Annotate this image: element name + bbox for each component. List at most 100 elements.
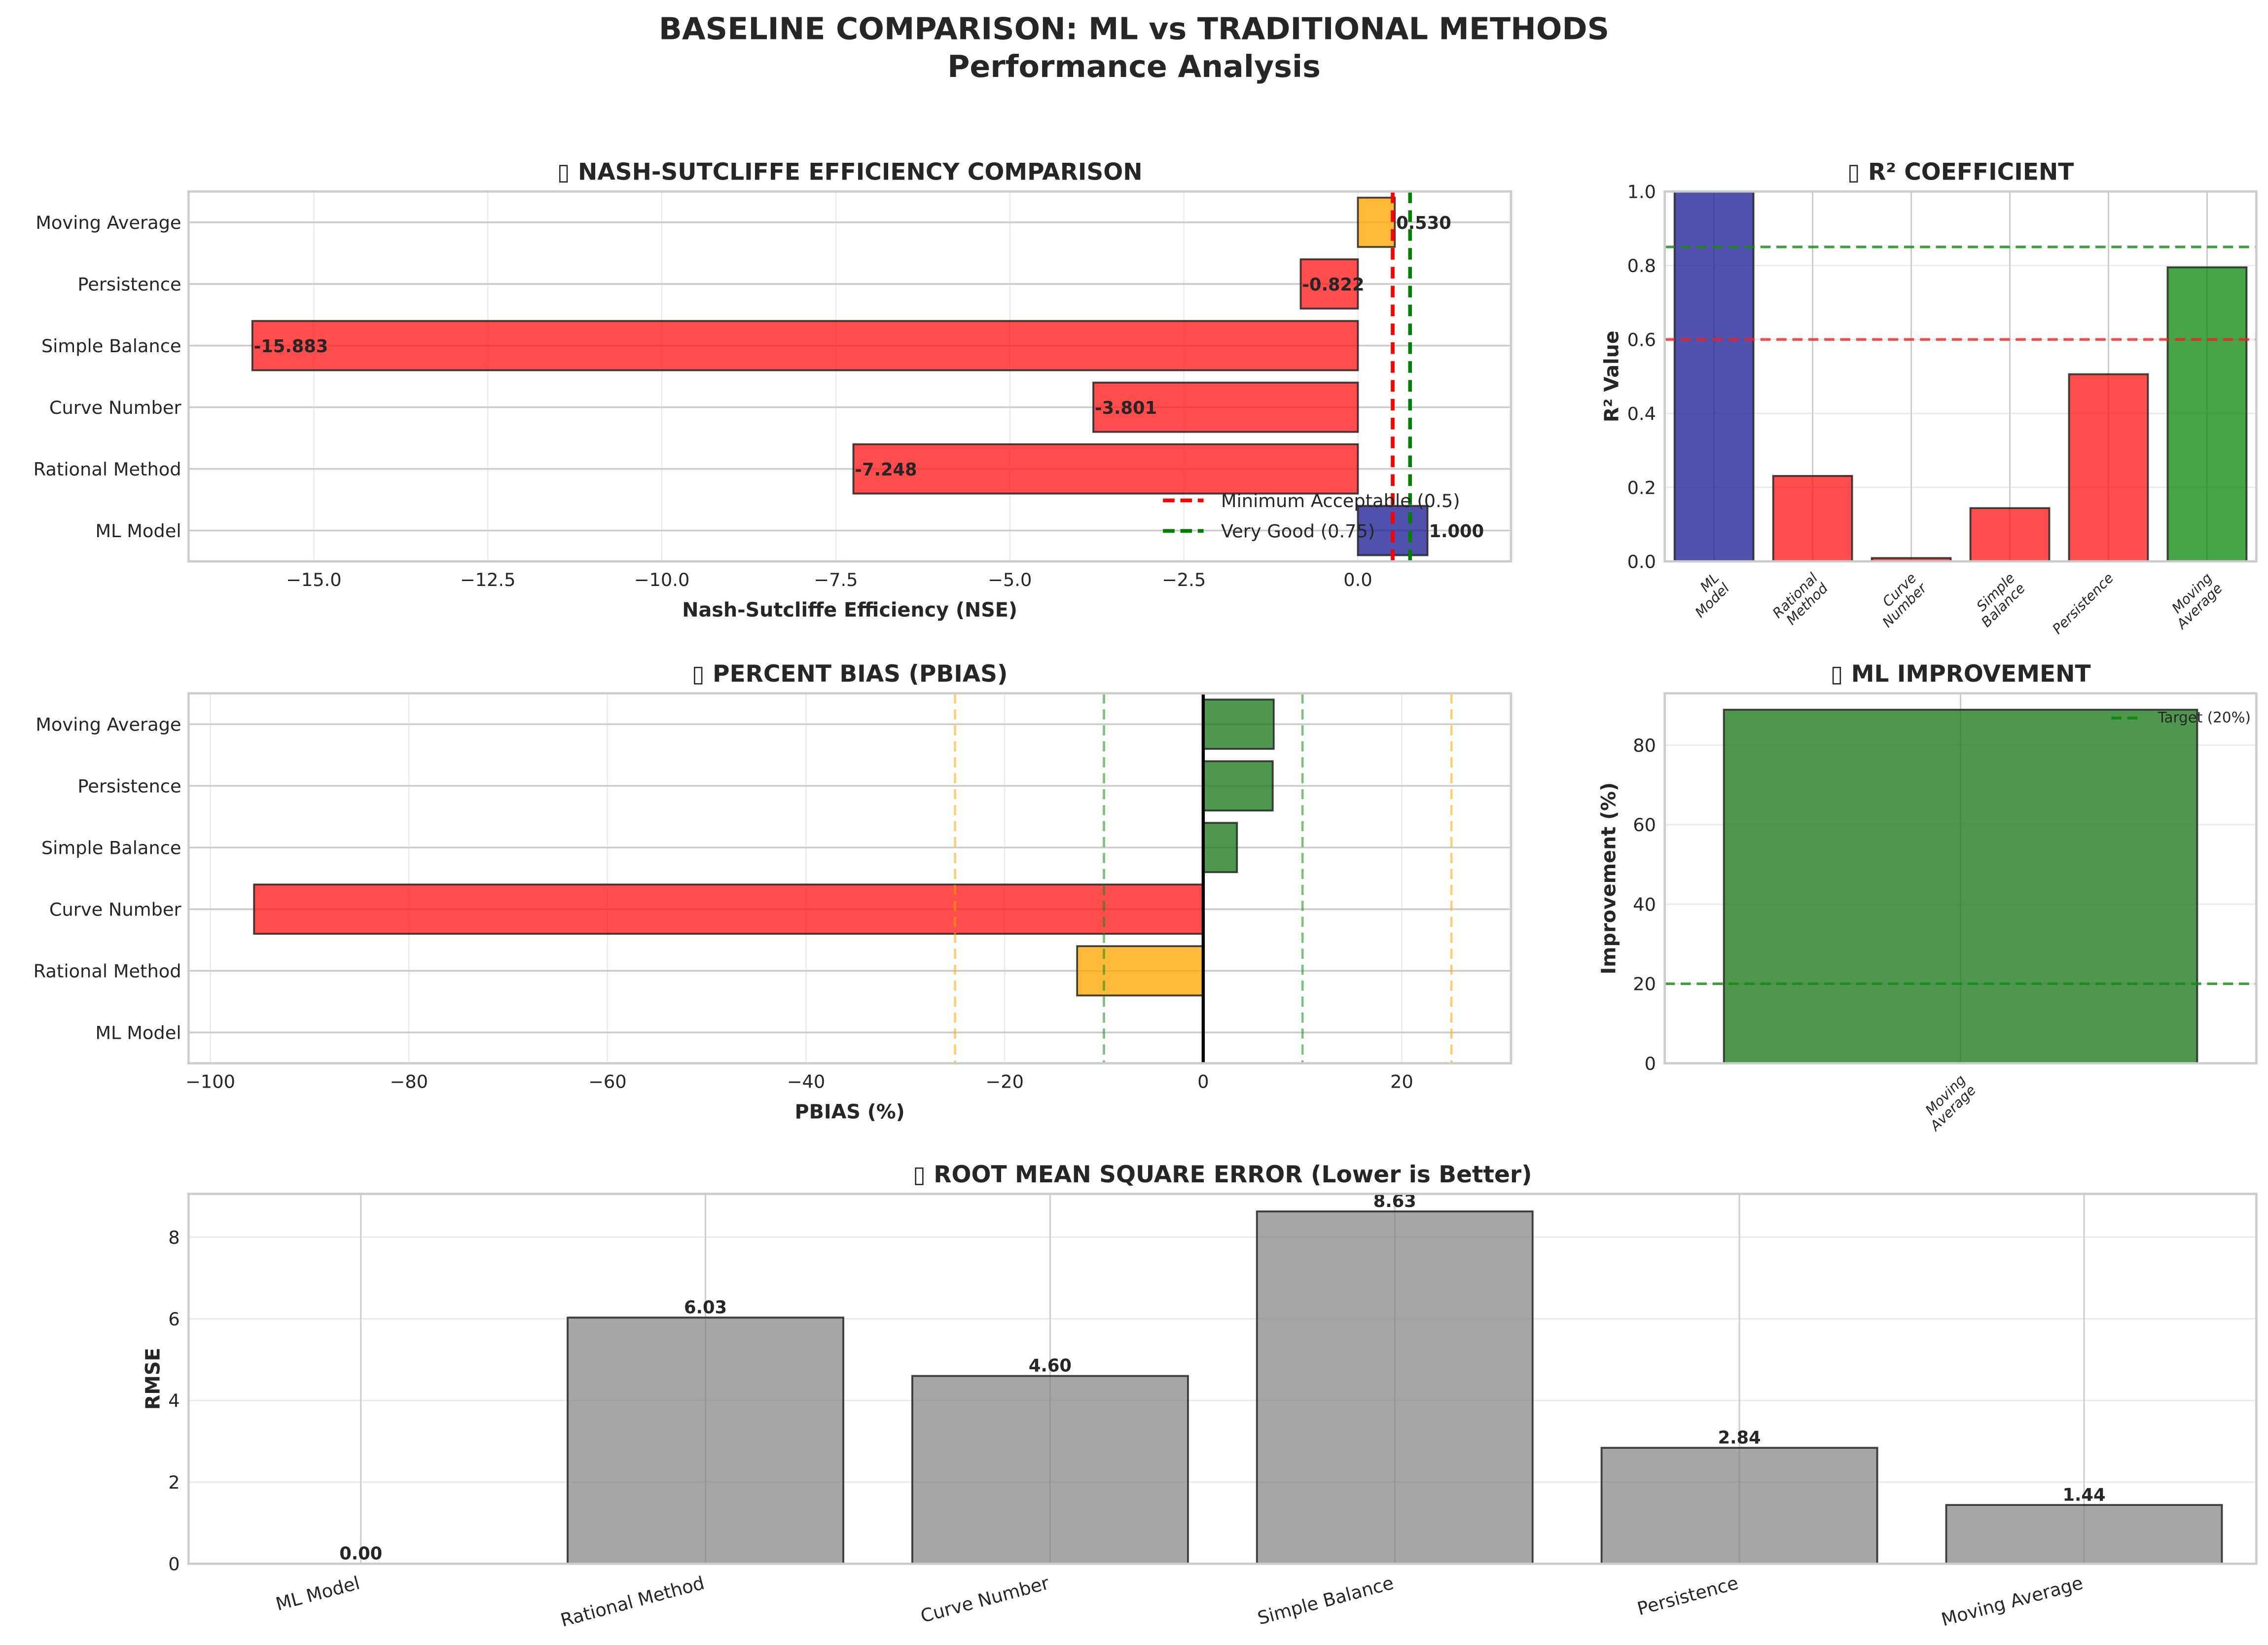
nse-value-label: -7.248 [855, 460, 917, 480]
nse-bar [852, 443, 1359, 495]
pbias-xtick-label: −100 [185, 1071, 235, 1093]
r2-bar [1969, 507, 2051, 563]
pbias-xtick-label: −20 [985, 1071, 1024, 1093]
nse-ytick-label: Rational Method [34, 459, 181, 480]
nse-value-label: 0.530 [1396, 213, 1451, 233]
r2-xtick-label: MovingAverage [2162, 570, 2226, 633]
nse-bar [1357, 196, 1396, 248]
nse-ytick-label: ML Model [95, 520, 181, 542]
rmse-xtick-label-line: Rational Method [558, 1572, 707, 1631]
nse-legend-label: Minimum Acceptable (0.5) [1221, 490, 1460, 512]
r2-xtick-label: MLModel [1682, 570, 1733, 621]
improvement-ytick-label: 60 [1633, 814, 1656, 836]
improvement-title: ▯ ML IMPROVEMENT [1830, 660, 2090, 688]
rmse-bar [567, 1316, 845, 1565]
pbias-xtick-label: −80 [390, 1071, 428, 1093]
r2-frame [1663, 190, 2258, 563]
rmse-ytick-label: 2 [168, 1472, 180, 1493]
nse-ytick-label: Curve Number [49, 397, 182, 418]
pbias-bar [1076, 945, 1204, 997]
nse-title: ▯ NASH-SUTCLIFFE EFFICIENCY COMPARISON [557, 159, 1143, 186]
figure-title-line1: BASELINE COMPARISON: ML vs TRADITIONAL M… [658, 11, 1610, 47]
pbias-ytick-label: Moving Average [36, 714, 181, 735]
nse-value-label: -3.801 [1095, 398, 1157, 418]
rmse-ytick-label: 6 [168, 1309, 180, 1330]
nse-xtick-label: −5.0 [988, 569, 1032, 590]
r2-xtick-label: SimpleBalance [1968, 570, 2028, 630]
pbias-bar [253, 883, 1204, 935]
improvement-bar [1723, 708, 2198, 1064]
rmse-frame [187, 1193, 2258, 1565]
nse-value-label: 1.000 [1429, 521, 1484, 542]
nse-xlabel: Nash-Sutcliffe Efficiency (NSE) [682, 599, 1017, 621]
rmse-bar [1600, 1447, 1878, 1565]
nse-value-label: -15.883 [254, 336, 328, 357]
improvement-ytick-label: 40 [1633, 894, 1656, 915]
rmse-bar [911, 1375, 1189, 1565]
rmse-value-label: 2.84 [1718, 1427, 1761, 1448]
improvement-ylabel: Improvement (%) [1598, 782, 1620, 975]
pbias-ytick-label: Curve Number [49, 899, 182, 920]
r2-ytick-label: 0.0 [1627, 551, 1656, 572]
pbias-xtick-label: −60 [588, 1071, 627, 1093]
r2-ytick-label: 0.8 [1627, 255, 1656, 276]
pbias-bar [1202, 760, 1274, 812]
r2-bar [2166, 266, 2248, 563]
pbias-title: ▯ PERCENT BIAS (PBIAS) [692, 660, 1008, 688]
rmse-xtick-label-line: ML Model [274, 1572, 362, 1615]
r2-title: ▯ R² COEFFICIENT [1847, 159, 2074, 186]
rmse-value-label: 6.03 [684, 1297, 727, 1317]
r2-ytick-label: 0.2 [1627, 477, 1656, 498]
nse-xtick-label: −10.0 [634, 569, 690, 590]
nse-xtick-label: 0.0 [1343, 569, 1372, 590]
r2-xtick-label: CurveNumber [1869, 569, 1931, 631]
pbias-ytick-label: Rational Method [34, 960, 181, 982]
nse-xtick-label: −7.5 [814, 569, 858, 590]
nse-legend: Minimum Acceptable (0.5) Very Good (0.75) [1163, 490, 1460, 542]
pbias-frame [187, 692, 1512, 1065]
r2-xtick-label: RationalMethod [1769, 570, 1832, 632]
r2-ytick-label: 0.6 [1627, 329, 1656, 350]
pbias-ytick-label: Persistence [77, 775, 181, 797]
r2-xtick-label: Persistence [2049, 570, 2117, 637]
nse-legend-label: Very Good (0.75) [1221, 521, 1375, 542]
r2-bar [1772, 475, 1853, 563]
nse-frame [187, 190, 1512, 563]
pbias-ytick-label: ML Model [95, 1022, 181, 1043]
r2-ytick-label: 0.4 [1627, 403, 1656, 424]
rmse-ytick-label: 8 [168, 1227, 180, 1248]
rmse-ytick-label: 0 [168, 1554, 180, 1575]
rmse-xtick-label: ML Model [274, 1572, 362, 1615]
pbias-ytick-label: Simple Balance [41, 837, 181, 858]
rmse-bar [1945, 1504, 2223, 1565]
rmse-xtick-label: Rational Method [558, 1572, 707, 1631]
rmse-xtick-label-line: Persistence [1635, 1572, 1740, 1619]
nse-bar [1299, 258, 1359, 310]
rmse-xtick-label: Moving Average [1939, 1572, 2085, 1630]
rmse-ytick-label: 4 [168, 1390, 180, 1411]
rmse-bar [1256, 1210, 1534, 1565]
r2-xtick-label-line: Persistence [2049, 570, 2117, 637]
rmse-xtick-label-line: Curve Number [918, 1572, 1052, 1627]
nse-xtick-label: −15.0 [286, 569, 342, 590]
rmse-xtick-label: Persistence [1635, 1572, 1740, 1619]
pbias-xtick-label: 20 [1390, 1071, 1413, 1093]
r2-panel: 0.0 0.2 0.4 0.6 0.8 1.0 MLModel RationalMethod C… [1601, 159, 2258, 637]
rmse-value-label: 4.60 [1029, 1356, 1072, 1376]
nse-ytick-label: Persistence [77, 274, 181, 295]
improvement-ytick-label: 0 [1645, 1053, 1656, 1074]
nse-ytick-label: Simple Balance [41, 335, 181, 357]
pbias-xtick-label: −40 [787, 1071, 826, 1093]
pbias-bar [1202, 822, 1238, 874]
improvement-xtick-label: MovingAverage [1916, 1072, 1979, 1135]
pbias-xtick-label: 0 [1197, 1071, 1209, 1093]
rmse-ylabel: RMSE [142, 1348, 164, 1410]
pbias-bar [1202, 698, 1275, 750]
improvement-legend-label: Target (20%) [2157, 709, 2251, 726]
rmse-value-label: 1.44 [2062, 1485, 2105, 1505]
improvement-frame [1663, 692, 2258, 1065]
rmse-xtick-label: Simple Balance [1255, 1572, 1396, 1629]
nse-xtick-label: −12.5 [460, 569, 516, 590]
nse-value-label: -0.822 [1302, 275, 1364, 295]
